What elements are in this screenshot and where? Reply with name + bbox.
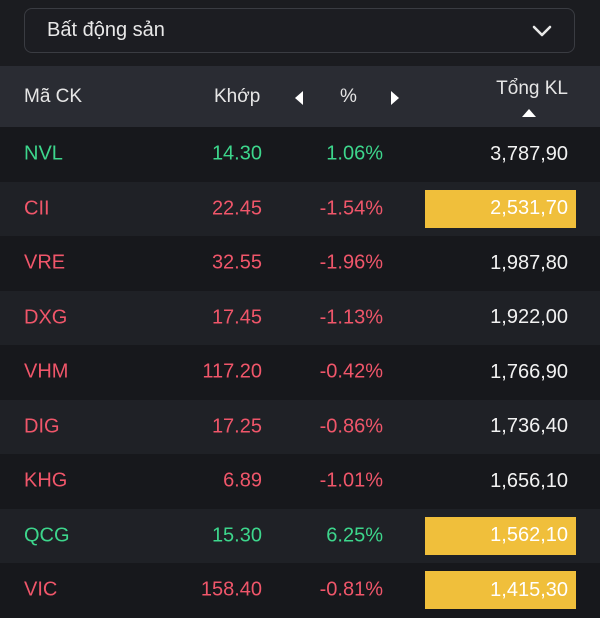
match-price: 32.55: [211, 251, 262, 274]
volume-cell: 2,531,70: [425, 189, 576, 228]
volume-cell: 1,656,10: [425, 462, 576, 500]
percent-change: 1.06%: [326, 142, 383, 165]
header-price[interactable]: Khớp: [214, 86, 261, 107]
percent-change: -0.81%: [319, 578, 383, 601]
filter-bar: Bất động sản: [0, 0, 600, 66]
percent-change: -0.42%: [319, 360, 383, 383]
volume-cell: 1,736,40: [425, 408, 576, 446]
sector-dropdown-label: Bất động sản: [47, 19, 165, 41]
match-price: 15.30: [211, 524, 262, 547]
volume-cell: 1,922,00: [425, 299, 576, 337]
table-row[interactable]: DIG 17.25 -0.86% 1,736,40: [0, 399, 600, 454]
stock-code: NVL: [24, 142, 63, 165]
caret-left-icon[interactable]: [290, 88, 308, 108]
volume-cell: 1,415,30: [425, 571, 576, 610]
table-row[interactable]: KHG 6.89 -1.01% 1,656,10: [0, 454, 600, 509]
table-row[interactable]: VHM 117.20 -0.42% 1,766,90: [0, 345, 600, 400]
total-volume: 1,766,90: [490, 360, 568, 383]
sort-ascending-icon[interactable]: [521, 108, 537, 118]
table-row[interactable]: CII 22.45 -1.54% 2,531,70: [0, 181, 600, 236]
stock-code: CII: [24, 197, 50, 220]
chevron-down-icon[interactable]: [532, 24, 552, 38]
stock-code: QCG: [24, 524, 70, 547]
match-price: 6.89: [223, 469, 262, 492]
total-volume: 1,922,00: [490, 306, 568, 329]
match-price: 22.45: [211, 197, 262, 220]
volume-cell: 3,787,90: [425, 135, 576, 173]
stock-code: VIC: [24, 578, 58, 601]
volume-cell: 1,766,90: [425, 353, 576, 391]
stock-table: NVL 14.30 1.06% 3,787,90 CII 22.45 -1.54% 2,531…: [0, 127, 600, 618]
volume-cell: 1,987,80: [425, 244, 576, 282]
stock-code: VHM: [24, 360, 69, 383]
match-price: 14.30: [211, 142, 262, 165]
stock-code: VRE: [24, 251, 66, 274]
total-volume: 1,415,30: [490, 578, 568, 601]
match-price: 17.45: [211, 306, 262, 329]
total-volume: 1,736,40: [490, 415, 568, 438]
total-volume: 1,987,80: [490, 251, 568, 274]
match-price: 117.20: [202, 360, 262, 383]
total-volume: 3,787,90: [490, 142, 568, 165]
caret-right-icon[interactable]: [386, 88, 404, 108]
total-volume: 1,562,10: [490, 524, 568, 547]
table-row[interactable]: NVL 14.30 1.06% 3,787,90: [0, 127, 600, 182]
match-price: 158.40: [200, 578, 262, 601]
percent-change: -1.01%: [319, 469, 383, 492]
header-percent[interactable]: %: [340, 86, 357, 107]
total-volume: 2,531,70: [490, 197, 568, 220]
table-row[interactable]: VIC 158.40 -0.81% 1,415,30: [0, 563, 600, 618]
percent-change: -1.13%: [319, 306, 383, 329]
stock-code: DIG: [24, 415, 60, 438]
volume-cell: 1,562,10: [425, 516, 576, 555]
stock-code: KHG: [24, 469, 68, 492]
header-volume[interactable]: Tổng KL: [496, 78, 568, 99]
total-volume: 1,656,10: [490, 469, 568, 492]
table-row[interactable]: DXG 17.45 -1.13% 1,922,00: [0, 290, 600, 345]
table-row[interactable]: VRE 32.55 -1.96% 1,987,80: [0, 236, 600, 291]
header-code[interactable]: Mã CK: [24, 86, 83, 107]
percent-change: -0.86%: [319, 415, 383, 438]
table-header: Mã CK Khớp % Tổng KL: [0, 66, 600, 127]
match-price: 17.25: [211, 415, 262, 438]
sector-dropdown[interactable]: Bất động sản: [24, 8, 575, 53]
percent-change: -1.54%: [319, 197, 383, 220]
percent-change: 6.25%: [326, 524, 383, 547]
stock-code: DXG: [24, 306, 68, 329]
percent-change: -1.96%: [319, 251, 383, 274]
table-row[interactable]: QCG 15.30 6.25% 1,562,10: [0, 508, 600, 563]
